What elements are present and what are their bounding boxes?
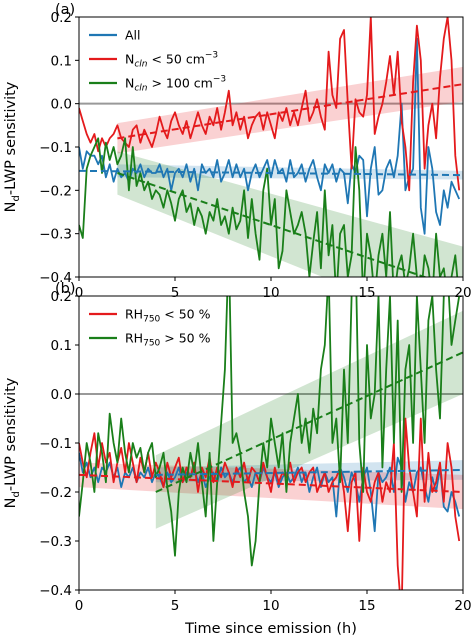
panel-1-panel-tag: (b)	[55, 281, 76, 297]
panel-1-ytick-label: 0.0	[51, 387, 72, 403]
panel-0-xtick-label: 0	[75, 285, 84, 301]
panel-0-xtick-label: 15	[358, 285, 375, 301]
panel-0-ytick-label: −0.2	[39, 183, 72, 199]
panel-0-ytick-label: −0.1	[39, 140, 72, 156]
panel-1-xtick-label: 10	[262, 598, 279, 614]
panel-0-legend-label: Ncln > 100 cm−3	[125, 75, 226, 94]
panel-0-ytick-label: −0.3	[39, 227, 72, 243]
panel-1-series-2-trend	[155, 351, 463, 493]
panel-1-series-1-band	[79, 462, 463, 510]
panel-1-series-2-line	[79, 296, 461, 567]
panel-1-xtick-label: 15	[358, 598, 375, 614]
panel-1-legend-label: RH750 < 50 %	[125, 307, 211, 325]
panel-1-series-1-trend	[79, 473, 463, 493]
panel-1-ytick-label: 0.1	[51, 338, 72, 354]
panel-0-series-0-line	[79, 37, 461, 235]
panel-0-series-0-trend	[79, 169, 463, 177]
panel-1-series-0-trend	[155, 468, 463, 476]
panel-1-ylabel: Nd-LWP sensitivity	[3, 377, 22, 508]
panel-1-xtick-label: 0	[75, 598, 84, 614]
panel-1: 0 5 10 15 20 0.2 0.1 0.0 −0.1 −0.2 −0.3 −0.4 Nd-LWP …	[3, 281, 472, 637]
panel-0-xtick-label: 5	[171, 285, 180, 301]
panel-0-ytick-label: 0.2	[51, 10, 72, 26]
panel-0-series-1-trend	[117, 83, 463, 140]
panel-1-xtick-label: 5	[171, 598, 180, 614]
panel-1-legend-label: RH750 > 50 %	[125, 331, 211, 349]
panel-1-xtick-label: 20	[454, 598, 471, 614]
panel-0-ytick-label: 0.1	[51, 53, 72, 69]
panel-0-series-1-line	[79, 17, 461, 192]
panel-1-ytick-label: −0.2	[39, 485, 72, 501]
panel-1-ytick-label: −0.3	[39, 534, 72, 550]
panel-0-legend-label: All	[125, 28, 141, 43]
panel-0-ytick-label: 0.0	[51, 97, 72, 113]
panel-1-xlabel: Time since emission (h)	[184, 621, 357, 637]
panel-1-plot-area	[79, 296, 463, 590]
panel-0-series-2-trend	[117, 172, 428, 277]
panel-1-ytick-label: −0.1	[39, 436, 72, 452]
panel-0-ytick-label: −0.4	[39, 270, 72, 286]
panel-0-plot-area	[79, 17, 463, 277]
panel-0-panel-tag: (a)	[55, 2, 75, 18]
panel-1-ytick-label: −0.4	[39, 583, 72, 599]
panel-0: 0 5 10 15 200.20.10.0−0.1−0.2−0.3−0.4Nd-LWP …	[3, 2, 472, 301]
panel-1-ytick-label: 0.2	[51, 289, 72, 305]
panel-0-legend-label: Ncln < 50 cm−3	[125, 51, 218, 70]
panel-0-ylabel: Nd-LWP sensitivity	[3, 81, 22, 212]
panel-1-series-0-line	[79, 452, 461, 533]
panel-0-xtick-label: 10	[262, 285, 279, 301]
